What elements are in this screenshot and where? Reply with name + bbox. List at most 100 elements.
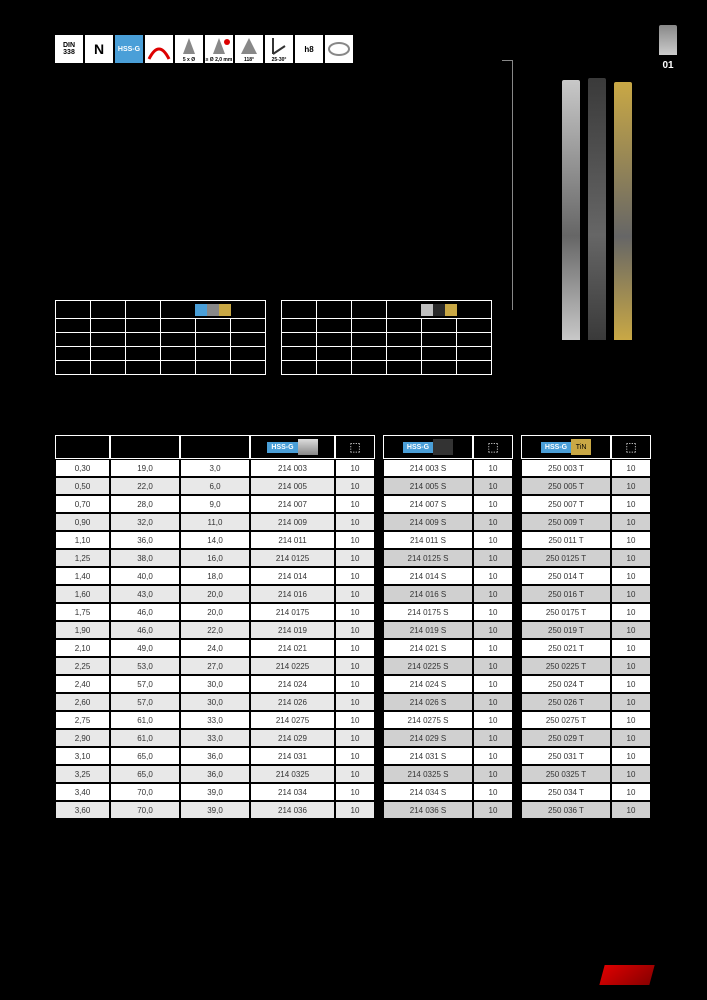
table-row: 250 029 T10 <box>521 729 651 747</box>
table-cell: 40,0 <box>110 567 180 585</box>
table-row: 214 021 S10 <box>383 639 513 657</box>
package-icon: ⬚ <box>487 440 498 454</box>
table-cell: 61,0 <box>110 711 180 729</box>
table-cell: 49,0 <box>110 639 180 657</box>
table-row: 214 0325 S10 <box>383 765 513 783</box>
table-cell: 2,60 <box>55 693 110 711</box>
table-row: 214 031 S10 <box>383 747 513 765</box>
table-row: 250 0125 T10 <box>521 549 651 567</box>
table-cell: 10 <box>473 603 513 621</box>
table-cell: 10 <box>473 765 513 783</box>
table-cell: 10 <box>473 513 513 531</box>
table-row: 2,6057,030,0214 02610 <box>55 693 375 711</box>
table-cell: 10 <box>611 549 651 567</box>
table-row: 214 0225 S10 <box>383 657 513 675</box>
table-row: 250 021 T10 <box>521 639 651 657</box>
table-row: 3,4070,039,0214 03410 <box>55 783 375 801</box>
color-swatch <box>421 304 433 316</box>
table-cell: 10 <box>473 711 513 729</box>
depth-icon: 5 x Ø <box>175 35 203 63</box>
table-cell: 214 019 S <box>383 621 473 639</box>
table-cell: 214 024 S <box>383 675 473 693</box>
table-row: 250 034 T10 <box>521 783 651 801</box>
table-cell: 10 <box>611 531 651 549</box>
table-cell: 39,0 <box>180 801 250 819</box>
hssg-badge: HSS-G <box>541 442 571 453</box>
table-cell: 16,0 <box>180 549 250 567</box>
table-cell: 10 <box>473 495 513 513</box>
table-cell: 10 <box>473 549 513 567</box>
table-cell: 250 026 T <box>521 693 611 711</box>
table-cell: 3,25 <box>55 765 110 783</box>
table-row: 3,2565,036,0214 032510 <box>55 765 375 783</box>
table-cell: 10 <box>335 513 375 531</box>
table-cell: 250 016 T <box>521 585 611 603</box>
table-cell: 10 <box>473 747 513 765</box>
table-cell: 57,0 <box>110 693 180 711</box>
table-cell: 250 036 T <box>521 801 611 819</box>
table-cell: 214 031 <box>250 747 335 765</box>
table-cell: 10 <box>335 711 375 729</box>
main-data-table: HSS-G ⬚ 0,3019,03,0214 003100,5022,06,02… <box>55 435 677 819</box>
table-cell: 57,0 <box>110 675 180 693</box>
table-cell: 214 034 <box>250 783 335 801</box>
table-cell: 2,40 <box>55 675 110 693</box>
table-cell: 214 026 S <box>383 693 473 711</box>
table-row: 2,2553,027,0214 022510 <box>55 657 375 675</box>
table-cell: 250 031 T <box>521 747 611 765</box>
table-cell: 11,0 <box>180 513 250 531</box>
table-row: 214 029 S10 <box>383 729 513 747</box>
table-cell: 1,10 <box>55 531 110 549</box>
table-cell: 10 <box>473 585 513 603</box>
table-cell: 33,0 <box>180 711 250 729</box>
table-cell: 10 <box>611 801 651 819</box>
table-cell: 46,0 <box>110 621 180 639</box>
table-row: 2,4057,030,0214 02410 <box>55 675 375 693</box>
table-cell: 10 <box>335 477 375 495</box>
table-cell: 10 <box>335 801 375 819</box>
table-row: 0,9032,011,0214 00910 <box>55 513 375 531</box>
table-cell: 214 011 <box>250 531 335 549</box>
table-row: 250 011 T10 <box>521 531 651 549</box>
color-swatch <box>219 304 231 316</box>
table-cell: 214 036 S <box>383 801 473 819</box>
table-cell: 214 0125 <box>250 549 335 567</box>
color-swatch <box>433 304 445 316</box>
table-cell: 39,0 <box>180 783 250 801</box>
table-row: 250 0175 T10 <box>521 603 651 621</box>
table-row: 250 031 T10 <box>521 747 651 765</box>
table-cell: 10 <box>473 639 513 657</box>
table-row: 214 019 S10 <box>383 621 513 639</box>
table-row: 0,5022,06,0214 00510 <box>55 477 375 495</box>
table-cell: 30,0 <box>180 693 250 711</box>
table-cell: 22,0 <box>180 621 250 639</box>
table-cell: 250 0125 T <box>521 549 611 567</box>
drill-bit <box>562 80 580 340</box>
table-row: 214 005 S10 <box>383 477 513 495</box>
table-row: 2,7561,033,0214 027510 <box>55 711 375 729</box>
table-cell: 46,0 <box>110 603 180 621</box>
flute-icon <box>145 35 173 63</box>
table-cell: 10 <box>335 603 375 621</box>
table-cell: 10 <box>611 495 651 513</box>
table-row: 250 026 T10 <box>521 693 651 711</box>
small-table-a <box>55 300 266 375</box>
hssg-badge: HSS-G <box>267 442 297 453</box>
table-cell: 61,0 <box>110 729 180 747</box>
table-cell: 10 <box>335 657 375 675</box>
table-cell: 10 <box>611 783 651 801</box>
table-cell: 43,0 <box>110 585 180 603</box>
table-cell: 10 <box>335 459 375 477</box>
table-cell: 10 <box>611 621 651 639</box>
color-swatch <box>445 304 457 316</box>
table-cell: 214 011 S <box>383 531 473 549</box>
helix-angle-icon: 25-30° <box>265 35 293 63</box>
table-cell: 27,0 <box>180 657 250 675</box>
table-cell: 10 <box>335 675 375 693</box>
din-label: DIN <box>63 42 75 49</box>
table-row: 214 016 S10 <box>383 585 513 603</box>
table-cell: 250 034 T <box>521 783 611 801</box>
table-row: 250 024 T10 <box>521 675 651 693</box>
tin-badge: TiN <box>571 439 591 455</box>
table-cell: 10 <box>473 801 513 819</box>
